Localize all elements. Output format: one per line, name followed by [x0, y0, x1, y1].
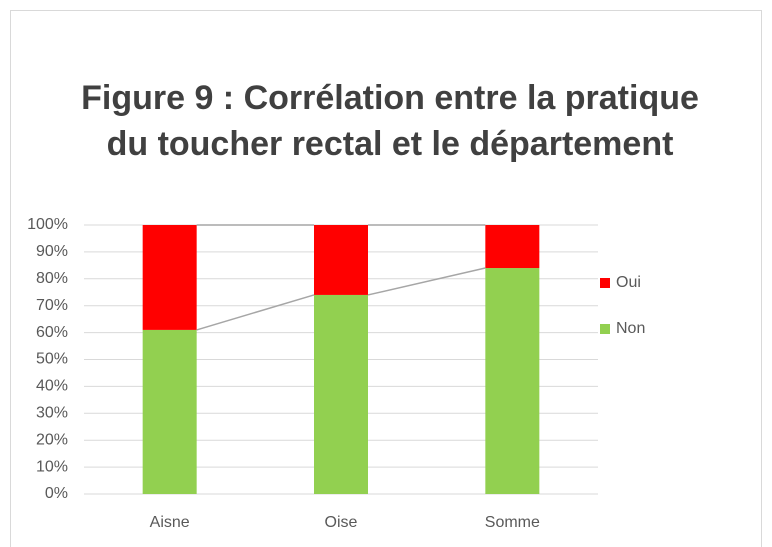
- y-tick-label: 100%: [27, 216, 68, 233]
- bar-segment: [314, 294, 368, 494]
- bar-segment: [142, 329, 197, 494]
- y-tick-label: 70%: [36, 297, 68, 314]
- y-tick-label: 90%: [36, 243, 68, 260]
- chart-title: du toucher rectal et le département: [107, 125, 674, 163]
- y-tick-label: 80%: [36, 270, 68, 287]
- series-line: [196, 294, 315, 331]
- legend-swatch: [600, 278, 610, 288]
- bar-segment: [485, 268, 540, 494]
- y-tick-label: 30%: [36, 405, 68, 422]
- bar-segment: [485, 225, 540, 269]
- y-tick-label: 10%: [36, 458, 68, 475]
- legend-label: Non: [616, 320, 645, 337]
- y-tick-label: 40%: [36, 378, 68, 395]
- bar-segment: [314, 225, 368, 295]
- x-tick-label: Aisne: [150, 514, 190, 531]
- chart-title: Figure 9 : Corrélation entre la pratique: [81, 79, 699, 117]
- y-tick-label: 50%: [36, 351, 68, 368]
- y-tick-label: 60%: [36, 324, 68, 341]
- bar-segment: [142, 225, 197, 330]
- series-line: [367, 267, 486, 296]
- x-tick-label: Oise: [325, 514, 358, 531]
- y-tick-label: 20%: [36, 431, 68, 448]
- x-tick-label: Somme: [485, 514, 540, 531]
- y-tick-label: 0%: [45, 485, 68, 502]
- legend-label: Oui: [616, 274, 641, 291]
- legend-swatch: [600, 324, 610, 334]
